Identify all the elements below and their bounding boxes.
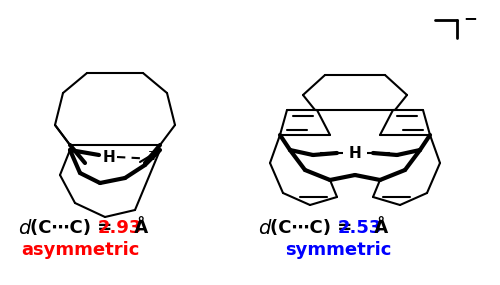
Text: asymmetric: asymmetric	[21, 241, 139, 259]
Text: 2.53: 2.53	[338, 219, 382, 237]
Text: H: H	[102, 150, 116, 164]
Text: $\it{d}$: $\it{d}$	[258, 219, 272, 237]
Text: −: −	[148, 147, 158, 157]
Text: (C⋯C) =: (C⋯C) =	[30, 219, 118, 237]
Text: $\it{d}$: $\it{d}$	[18, 219, 32, 237]
Text: (C⋯C) =: (C⋯C) =	[270, 219, 358, 237]
Text: 2.93: 2.93	[98, 219, 142, 237]
Text: H: H	[348, 146, 362, 160]
Text: symmetric: symmetric	[285, 241, 391, 259]
Text: Å: Å	[128, 219, 148, 237]
Text: −: −	[463, 9, 477, 27]
Text: Å: Å	[368, 219, 388, 237]
